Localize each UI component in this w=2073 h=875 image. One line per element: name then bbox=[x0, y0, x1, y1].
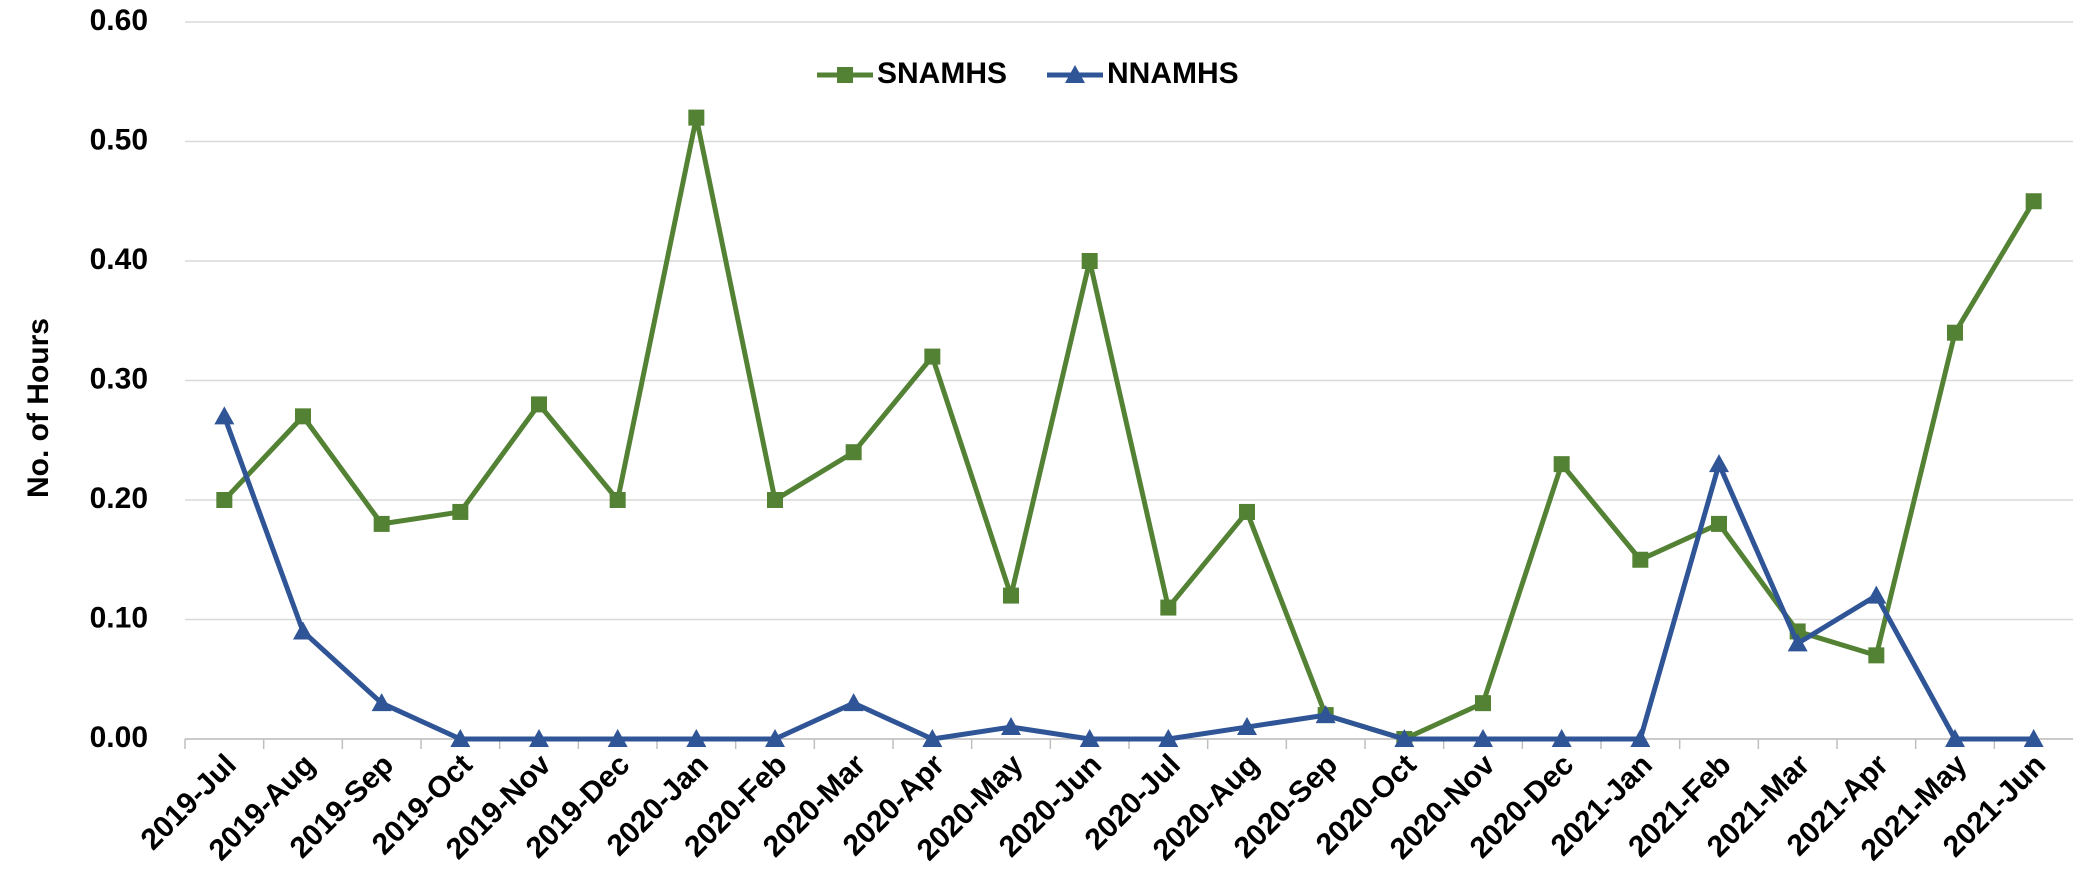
point-marker bbox=[1315, 705, 1336, 724]
point-marker bbox=[214, 406, 235, 425]
point-marker bbox=[1711, 515, 1727, 532]
point-marker bbox=[2023, 729, 2044, 747]
legend-marker bbox=[837, 67, 853, 83]
point-marker bbox=[450, 729, 471, 747]
point-marker bbox=[1160, 599, 1177, 616]
series-line bbox=[222, 115, 2036, 742]
point-marker bbox=[922, 729, 943, 747]
point-marker bbox=[686, 729, 707, 747]
point-marker bbox=[765, 729, 785, 747]
point-marker bbox=[371, 693, 392, 712]
point-marker bbox=[1551, 729, 1572, 747]
point-marker bbox=[1003, 587, 1019, 604]
point-marker bbox=[1001, 717, 1021, 736]
y-tick-label: 0.40 bbox=[90, 243, 148, 276]
point-marker bbox=[1239, 503, 1255, 520]
y-tick-label: 0.00 bbox=[90, 721, 148, 754]
point-marker bbox=[1079, 729, 1100, 747]
point-marker bbox=[295, 408, 311, 425]
point-marker bbox=[924, 348, 941, 365]
point-marker bbox=[1868, 647, 1885, 664]
point-marker bbox=[688, 109, 705, 126]
y-tick-label: 0.20 bbox=[90, 482, 148, 515]
point-marker bbox=[607, 729, 628, 747]
legend-label: NNAMHS bbox=[1107, 57, 1239, 90]
point-marker bbox=[845, 444, 862, 461]
point-marker bbox=[1475, 695, 1491, 712]
y-tick-label: 0.10 bbox=[90, 601, 148, 634]
point-marker bbox=[1945, 729, 1965, 747]
point-marker bbox=[293, 621, 313, 640]
point-marker bbox=[1158, 729, 1179, 747]
point-marker bbox=[531, 396, 547, 413]
point-marker bbox=[1947, 324, 1963, 341]
point-marker bbox=[843, 693, 864, 712]
point-marker bbox=[529, 729, 549, 747]
point-marker bbox=[1081, 253, 1098, 269]
point-marker bbox=[216, 492, 233, 508]
series-line bbox=[221, 415, 2034, 742]
legend-label: SNAMHS bbox=[877, 57, 1007, 90]
point-marker bbox=[1553, 456, 1570, 473]
point-marker bbox=[1394, 729, 1415, 747]
point-marker bbox=[2025, 193, 2042, 210]
point-marker bbox=[1237, 717, 1257, 736]
y-tick-label: 0.30 bbox=[90, 362, 148, 395]
y-tick-label: 0.50 bbox=[90, 123, 148, 156]
point-marker bbox=[1632, 551, 1649, 568]
point-marker bbox=[1866, 585, 1887, 604]
point-marker bbox=[1473, 729, 1493, 747]
y-axis-title: No. of Hours bbox=[22, 318, 55, 498]
point-marker bbox=[452, 503, 469, 520]
point-marker bbox=[1709, 454, 1729, 473]
point-marker bbox=[373, 515, 390, 532]
point-marker bbox=[767, 492, 783, 508]
y-tick-label: 0.60 bbox=[90, 4, 148, 37]
point-marker bbox=[609, 492, 626, 508]
point-marker bbox=[1630, 729, 1651, 747]
point-marker bbox=[1787, 633, 1808, 652]
legend-marker bbox=[1065, 65, 1085, 83]
